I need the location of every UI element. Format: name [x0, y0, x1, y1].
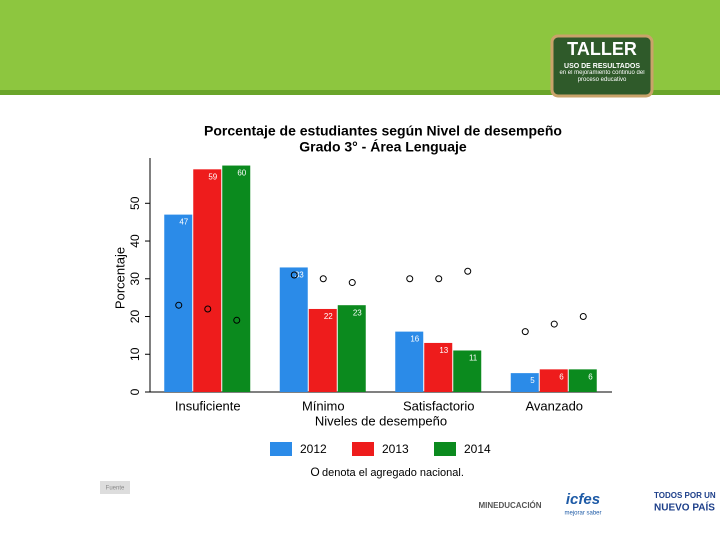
bar [337, 305, 366, 392]
bar [395, 331, 424, 392]
x-tick-label: Insuficiente [175, 398, 241, 413]
bar [164, 214, 193, 392]
bar-value-label: 11 [469, 354, 478, 363]
y-tick-label: 50 [128, 196, 142, 210]
legend-label: 2013 [382, 442, 409, 456]
y-axis-label: Porcentaje [112, 247, 127, 309]
bar [193, 169, 222, 392]
legend-label: 2012 [300, 442, 327, 456]
logo-text: mejorar saber [564, 511, 601, 517]
national-marker [290, 271, 298, 279]
bar-value-label: 13 [439, 346, 448, 355]
national-marker [550, 320, 558, 328]
bar [539, 369, 568, 392]
bar-value-label: 47 [179, 218, 188, 227]
legend-swatch [434, 442, 456, 456]
bar [568, 369, 597, 392]
legend-swatch [270, 442, 292, 456]
national-marker [175, 301, 183, 309]
chart-title: Porcentaje de estudiantes según Nivel de… [204, 123, 562, 139]
y-tick-label: 30 [128, 272, 142, 286]
national-marker [406, 275, 414, 283]
y-tick-label: 0 [128, 388, 142, 395]
bar-value-label: 5 [530, 376, 535, 385]
national-marker [521, 328, 529, 336]
bar [510, 373, 539, 392]
bar-value-label: 59 [208, 172, 217, 181]
bar [308, 308, 337, 392]
logo-text: NUEVO PAÍS [654, 501, 715, 514]
bar-value-label: 23 [353, 308, 362, 317]
bar [279, 267, 308, 392]
header-tagline-box: en el mejoramiento continuo del proceso … [559, 70, 645, 83]
logo-text: MINEDUCACIÓN [478, 501, 541, 510]
bar-value-label: 16 [410, 335, 419, 344]
y-tick-label: 40 [128, 234, 142, 248]
header-rule [0, 90, 720, 95]
y-tick-label: 20 [128, 310, 142, 324]
bar-value-label: 6 [588, 372, 593, 381]
x-tick-label: Satisfactorio [403, 398, 475, 413]
bar-value-label: 60 [237, 169, 246, 178]
bar [424, 342, 453, 392]
national-marker [233, 316, 241, 324]
note: denota el agregado nacional. [322, 467, 464, 479]
y-tick-label: 10 [128, 347, 142, 361]
national-marker [464, 267, 472, 275]
logo-text: TODOS POR UN [654, 491, 716, 500]
source-button[interactable] [100, 481, 130, 494]
bar-value-label: 22 [324, 312, 333, 321]
national-marker [348, 279, 356, 287]
x-tick-label: Avanzado [525, 398, 583, 413]
source-label[interactable]: Fuente [106, 486, 125, 492]
chart-subtitle: Grado 3° - Área Lenguaje [299, 139, 467, 155]
national-marker [435, 275, 443, 283]
header-tagline: en el mejoramiento continuo del proceso … [559, 70, 645, 83]
bar [222, 165, 251, 392]
national-marker [204, 305, 212, 313]
x-axis-label: Niveles de desempeño [315, 413, 447, 428]
bar-value-label: 6 [559, 372, 564, 381]
national-marker [319, 275, 327, 283]
badge [550, 34, 654, 98]
bar [453, 350, 482, 392]
national-marker [579, 313, 587, 321]
header-subtitle: USO DE RESULTADOS [564, 63, 640, 70]
legend-swatch [352, 442, 374, 456]
header-title: TALLER [567, 39, 637, 59]
x-tick-label: Mínimo [302, 398, 345, 413]
note-marker: O [310, 465, 319, 479]
bar-value-label: 33 [295, 271, 304, 280]
legend-label: 2014 [464, 442, 491, 456]
logo-text: icfes [566, 491, 600, 508]
